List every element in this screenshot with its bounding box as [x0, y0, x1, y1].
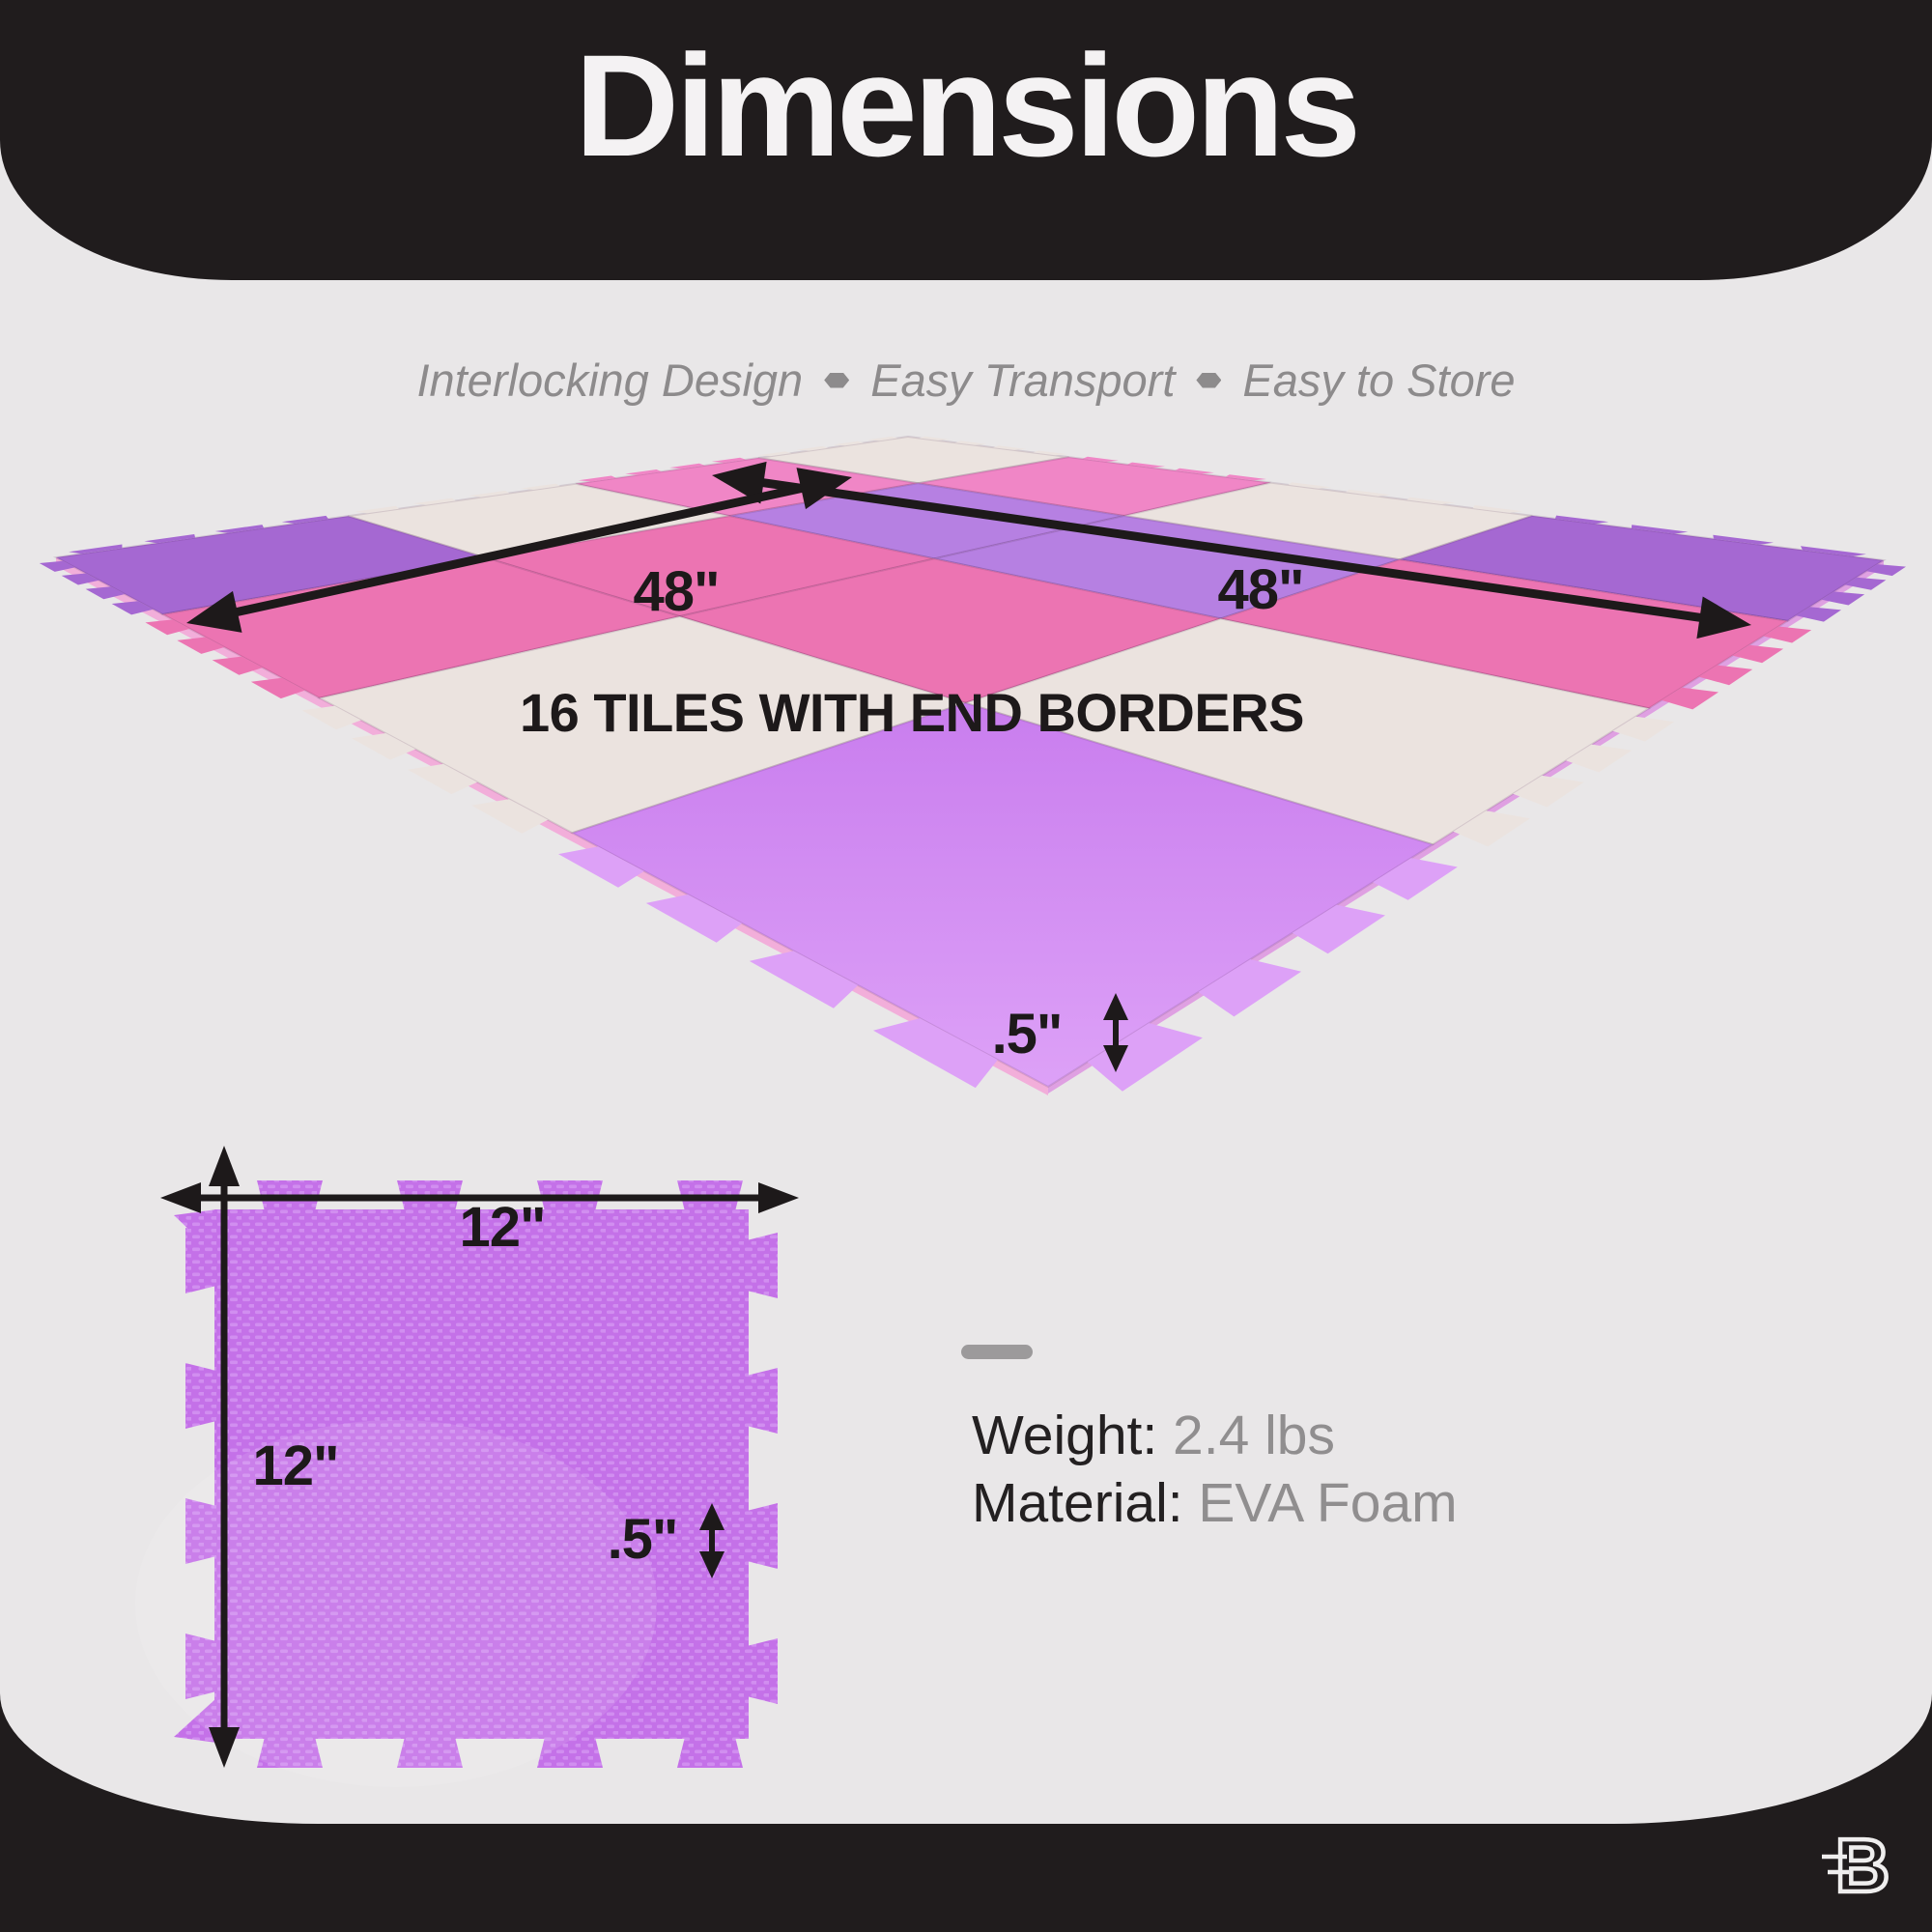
tagline-item: Easy to Store	[1242, 355, 1516, 406]
mat-count-label: 16 TILES WITH END BORDERS	[519, 682, 1305, 743]
spec-weight: Weight: 2.4 lbs	[972, 1408, 1335, 1463]
mat-thickness-label: .5"	[991, 1003, 1064, 1065]
hexagon-bullet-icon	[824, 372, 850, 388]
material-value: EVA Foam	[1182, 1472, 1458, 1534]
spec-material: Material: EVA Foam	[972, 1476, 1458, 1531]
foam-tile-diagram	[135, 1180, 778, 1787]
logo-letter: B	[1835, 1830, 1889, 1899]
mat-width-label: 48"	[633, 560, 720, 623]
tagline-item: Interlocking Design	[416, 355, 804, 406]
page-title: Dimensions	[574, 24, 1361, 186]
tagline-item: Easy Transport	[870, 355, 1176, 406]
hexagon-bullet-icon	[1196, 372, 1222, 388]
brand-logo-icon: B	[1822, 1830, 1891, 1899]
material-label: Material:	[972, 1472, 1183, 1534]
weight-label: Weight:	[972, 1405, 1158, 1466]
foam-tile-shape	[174, 1180, 778, 1768]
tile-thickness-label: .5"	[607, 1508, 679, 1571]
tile-height-label: 12"	[252, 1435, 339, 1497]
tile-highlight	[135, 1420, 657, 1787]
weight-value: 2.4 lbs	[1157, 1405, 1335, 1466]
tile-width-label: 12"	[459, 1196, 546, 1259]
tagline: Interlocking Design Easy Transport Easy to…	[0, 354, 1932, 407]
mat-depth-label: 48"	[1217, 558, 1304, 621]
header-banner	[0, 0, 1932, 280]
divider-pill	[961, 1345, 1033, 1359]
